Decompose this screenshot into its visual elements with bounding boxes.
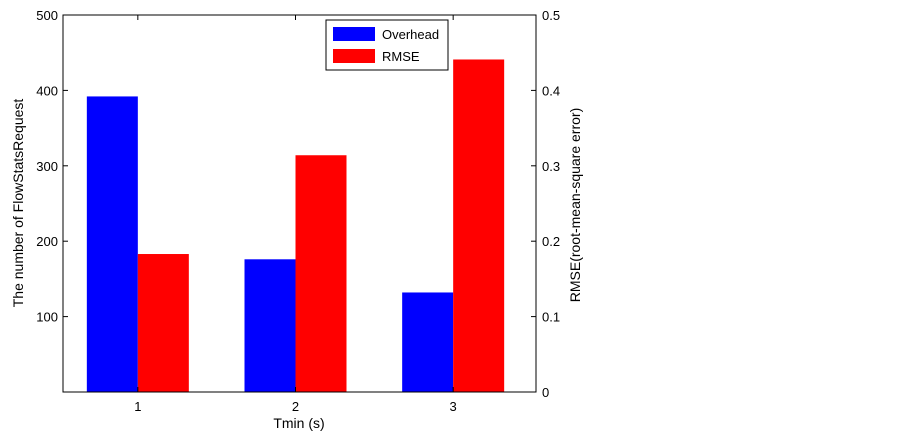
y-left-tick-label: 300 xyxy=(36,159,58,174)
bar-rmse-1 xyxy=(137,254,189,392)
plot-frame xyxy=(62,14,537,393)
x-axis-label: Tmin (s) xyxy=(273,415,324,431)
bar-overhead-2 xyxy=(244,259,296,392)
legend-swatch-overhead xyxy=(333,27,375,41)
legend-swatch-rmse xyxy=(333,49,375,63)
y-right-tick-label: 0.5 xyxy=(542,8,560,23)
y-right-tick-label: 0.2 xyxy=(542,234,560,249)
y-axis-label-right: RMSE(root-mean-square error) xyxy=(567,108,583,303)
x-tick-label: 3 xyxy=(450,399,457,414)
bar-overhead-3 xyxy=(402,292,454,392)
y-right-tick-label: 0.4 xyxy=(542,83,560,98)
x-tick-label: 1 xyxy=(134,399,141,414)
bar-rmse-3 xyxy=(453,59,505,393)
y-left-tick-label: 200 xyxy=(36,234,58,249)
y-left-tick-label: 500 xyxy=(36,8,58,23)
x-tick-label: 2 xyxy=(292,399,299,414)
ticks-group: 1 2 3 100 200 300 400 500 0 0.1 0.2 0.3 0.4 0.5 xyxy=(36,8,560,414)
bar-rmse-2 xyxy=(295,155,347,392)
y-right-tick-label: 0 xyxy=(542,385,549,400)
legend-label-overhead: Overhead xyxy=(382,27,439,42)
y-left-tick-label: 400 xyxy=(36,83,58,98)
legend: Overhead RMSE xyxy=(325,19,449,71)
y-right-tick-label: 0.3 xyxy=(542,159,560,174)
legend-label-rmse: RMSE xyxy=(382,49,420,64)
bar-overhead-1 xyxy=(86,96,138,392)
y-left-tick-label: 100 xyxy=(36,310,58,325)
bars-group xyxy=(86,59,505,393)
y-right-tick-label: 0.1 xyxy=(542,310,560,325)
y-axis-label-left: The number of FlowStatsRequest xyxy=(10,99,26,308)
